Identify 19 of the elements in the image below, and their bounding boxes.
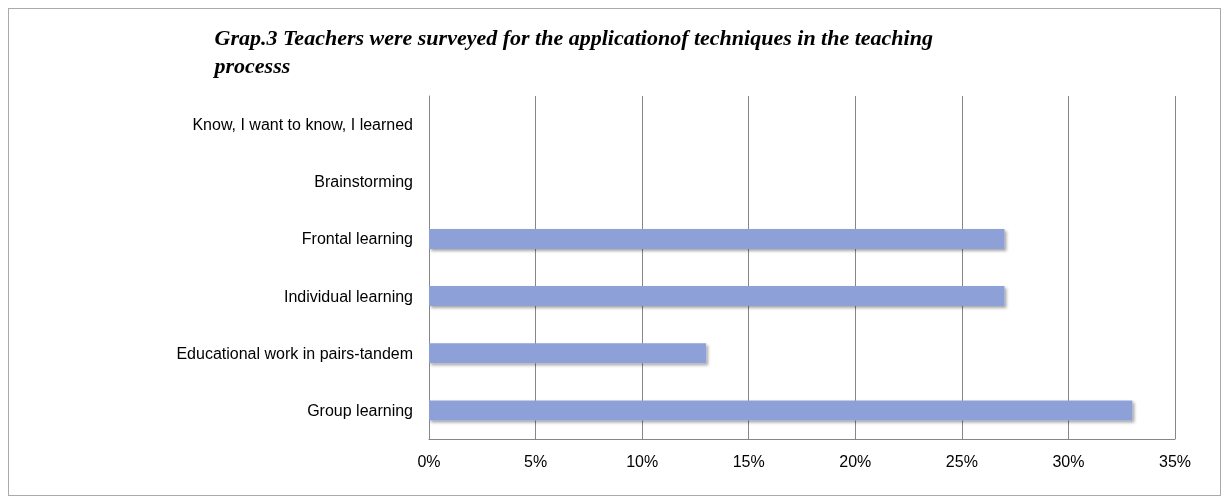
- x-tick-label: 20%: [839, 452, 872, 470]
- bar: [429, 286, 1005, 307]
- y-tick-label: Know, I want to know, I learned: [192, 116, 413, 134]
- bar: [429, 228, 1005, 249]
- x-tick-label: 0%: [417, 452, 441, 470]
- y-tick-label: Individual learning: [284, 287, 413, 305]
- y-tick-label: Educational work in pairs-tandem: [176, 344, 413, 362]
- x-tick-label: 30%: [1052, 452, 1085, 470]
- y-tick-label: Frontal learning: [301, 230, 413, 248]
- chart-title: Grap.3 Teachers were surveyed for the applicationof techniques in the teaching processs: [212, 24, 939, 78]
- y-tick-label: Brainstorming: [314, 173, 413, 191]
- bar: [429, 343, 707, 364]
- bar: [429, 400, 1133, 421]
- x-tick-label: 10%: [626, 452, 659, 470]
- x-tick-label: 25%: [945, 452, 978, 470]
- x-tick-label: 15%: [732, 452, 765, 470]
- x-tick-label: 5%: [524, 452, 548, 470]
- x-tick-label: 35%: [1158, 452, 1192, 470]
- y-tick-label: Group learning: [307, 401, 413, 419]
